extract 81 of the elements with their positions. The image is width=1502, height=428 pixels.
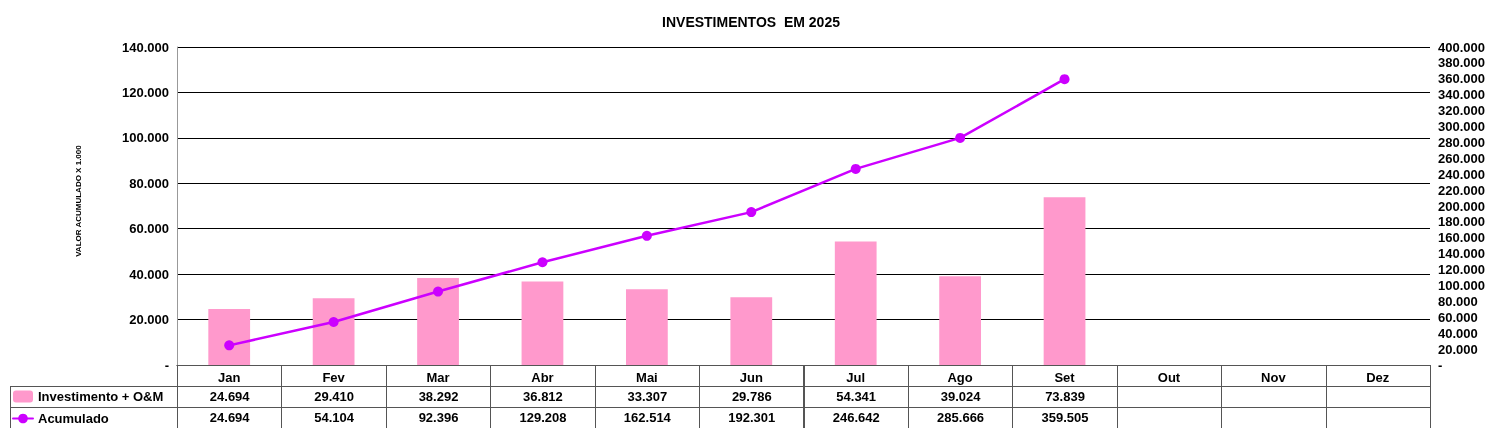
y2-tick-label: 200.000	[1438, 198, 1485, 214]
y2-tick-label: 60.000	[1438, 309, 1478, 325]
point	[537, 257, 548, 268]
data-label: 92.396	[385, 407, 492, 428]
y2-tick-label: 340.000	[1438, 87, 1485, 103]
bar	[521, 281, 564, 365]
y2-tick-label: 360.000	[1438, 71, 1485, 87]
point	[224, 340, 235, 351]
data-label: 38.292	[385, 386, 492, 408]
data-label: 29.786	[699, 386, 805, 408]
data-label: 24.694	[177, 386, 283, 408]
data-label: 54.341	[803, 386, 909, 408]
data-label: 359.505	[1012, 407, 1118, 428]
y2-tick-label: 80.000	[1438, 293, 1478, 309]
y-tick-label: 80.000	[129, 175, 169, 191]
x-tick-label: Ago	[947, 370, 973, 385]
data-label: 36.812	[490, 386, 596, 408]
x-tick-label: Mar	[426, 370, 450, 385]
bar	[1043, 197, 1086, 365]
point	[1059, 74, 1070, 85]
point	[955, 132, 966, 143]
y2-tick-label: 380.000	[1438, 55, 1485, 71]
bar	[312, 298, 355, 365]
data-label: 29.410	[281, 386, 387, 408]
point	[433, 286, 444, 297]
y-tick-label: 20.000	[129, 312, 169, 328]
y2-tick-label: 400.000	[1438, 39, 1485, 55]
x-tick-label: Jan	[218, 370, 241, 385]
x-tick-label: Mai	[636, 370, 658, 385]
point	[328, 316, 339, 327]
data-label: 192.301	[699, 407, 805, 428]
bar	[939, 276, 982, 365]
x-tick-label: Out	[1157, 370, 1181, 385]
y-tick-label: 120.000	[122, 84, 169, 100]
x-tick-label: Abr	[531, 370, 554, 385]
y2-tick-label: -	[1438, 357, 1443, 373]
x-tick-label: Nov	[1261, 370, 1287, 385]
y-tick-label: 100.000	[122, 130, 169, 146]
y2-tick-label: 220.000	[1438, 182, 1485, 198]
y2-tick-label: 160.000	[1438, 230, 1485, 246]
bar	[834, 241, 877, 365]
y2-tick-label: 320.000	[1438, 103, 1485, 119]
bar	[417, 278, 459, 365]
y2-tick-label: 180.000	[1438, 214, 1485, 230]
x-tick-label: Jul	[846, 370, 866, 385]
y2-tick-label: 20.000	[1438, 341, 1478, 357]
y-tick-label: 140.000	[122, 39, 169, 55]
data-label: 33.307	[594, 386, 701, 408]
y2-tick-label: 280.000	[1438, 134, 1485, 150]
x-tick-label: Dez	[1366, 370, 1390, 385]
data-label: 285.666	[907, 407, 1014, 428]
x-tick-label: Jun	[739, 370, 763, 385]
data-label: 162.514	[594, 407, 701, 428]
chart-title: INVESTIMENTOS EM 2025	[662, 14, 841, 30]
bar	[208, 308, 251, 365]
y2-tick-label: 240.000	[1438, 166, 1485, 182]
data-label: 129.208	[490, 407, 596, 428]
point	[641, 230, 652, 241]
data-label: 24.694	[177, 407, 283, 428]
data-label: 73.839	[1012, 386, 1118, 408]
y-tick-label: 40.000	[129, 266, 169, 282]
data-label: 39.024	[907, 386, 1014, 408]
bar	[730, 297, 773, 365]
legend-label: Acumulado	[38, 411, 109, 426]
y2-tick-label: 140.000	[1438, 246, 1485, 262]
data-label: 54.104	[281, 407, 387, 428]
y2-tick-label: 40.000	[1438, 325, 1478, 341]
y2-tick-label: 260.000	[1438, 150, 1485, 166]
bar	[625, 289, 668, 365]
legend-label: Investimento + O&M	[38, 389, 164, 404]
y2-tick-label: 100.000	[1438, 278, 1485, 293]
x-tick-label: Set	[1054, 370, 1076, 385]
point	[850, 163, 861, 174]
y-tick-label: 60.000	[129, 221, 169, 237]
y-tick-label: -	[164, 357, 169, 373]
y2-tick-label: 300.000	[1438, 119, 1485, 134]
data-label: 246.642	[803, 407, 909, 428]
y2-tick-label: 120.000	[1438, 262, 1485, 278]
x-tick-label: Fev	[322, 370, 346, 385]
y-axis-title: VALOR ACUMULADO X 1.000	[73, 144, 83, 257]
point	[746, 207, 757, 218]
